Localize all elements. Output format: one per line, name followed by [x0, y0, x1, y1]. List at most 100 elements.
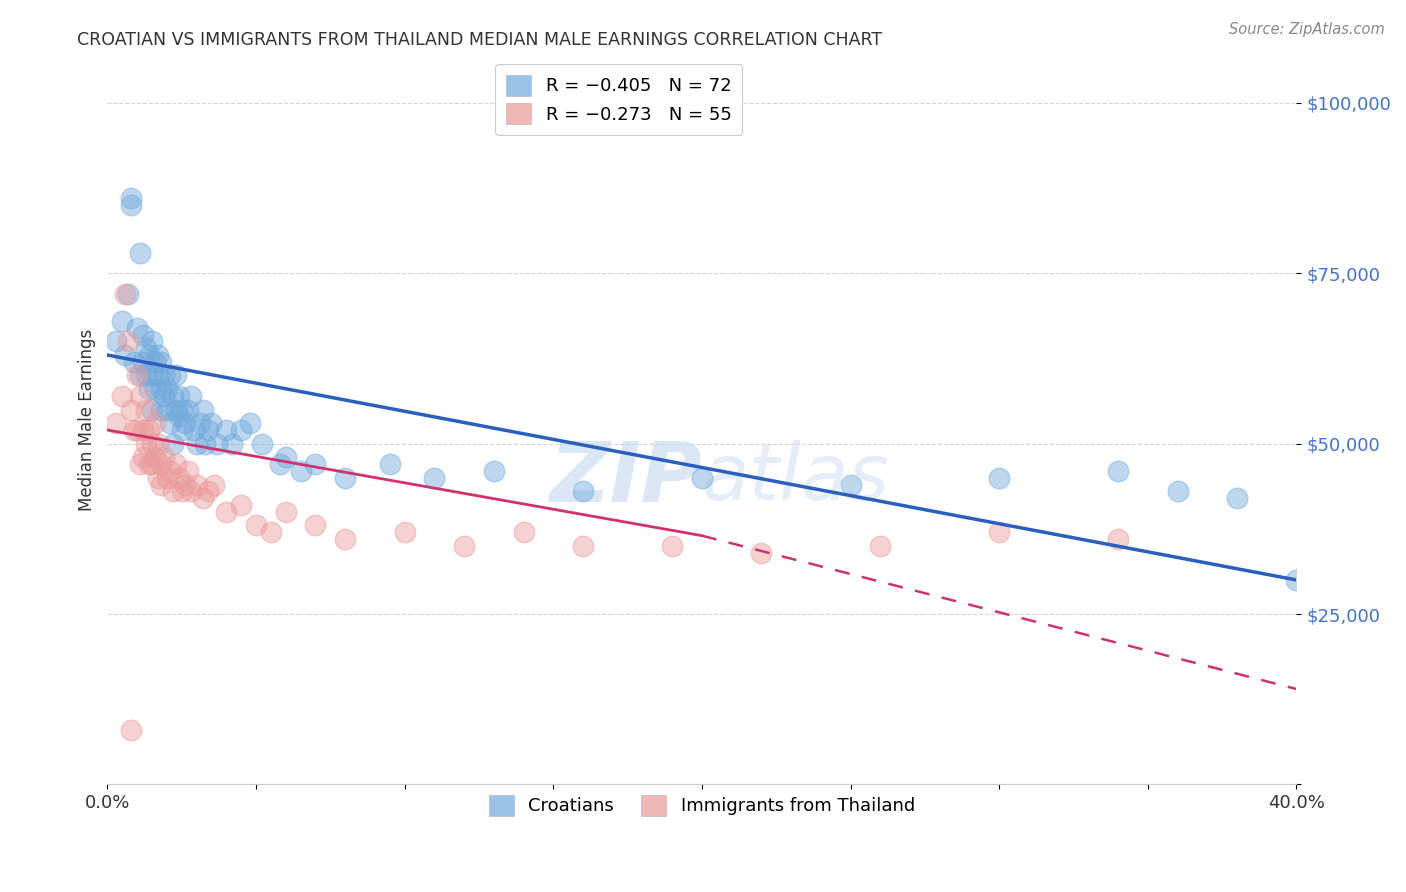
Point: [127, 423, 149, 437]
Point: [1226, 491, 1249, 505]
Point: [162, 484, 184, 499]
Point: [173, 477, 195, 491]
Point: [200, 416, 222, 430]
Point: [114, 348, 136, 362]
Point: [394, 525, 416, 540]
Point: [122, 355, 145, 369]
Point: [221, 436, 243, 450]
Point: [143, 382, 166, 396]
Point: [839, 477, 862, 491]
Point: [127, 368, 149, 383]
Point: [156, 382, 179, 396]
Point: [167, 409, 190, 424]
Point: [197, 484, 219, 499]
Point: [250, 436, 273, 450]
Point: [335, 532, 357, 546]
Point: [290, 464, 312, 478]
Point: [176, 464, 198, 478]
Point: [141, 334, 163, 349]
Point: [197, 423, 219, 437]
Point: [661, 539, 683, 553]
Point: [141, 436, 163, 450]
Point: [120, 198, 142, 212]
Point: [156, 402, 179, 417]
Point: [132, 327, 155, 342]
Point: [132, 450, 155, 465]
Point: [129, 368, 152, 383]
Point: [141, 457, 163, 471]
Point: [202, 477, 225, 491]
Point: [512, 525, 534, 540]
Point: [111, 389, 134, 403]
Point: [260, 525, 283, 540]
Point: [690, 471, 713, 485]
Point: [335, 471, 357, 485]
Point: [1166, 484, 1188, 499]
Point: [180, 389, 202, 403]
Point: [114, 286, 136, 301]
Point: [129, 245, 152, 260]
Point: [207, 436, 229, 450]
Point: [165, 457, 187, 471]
Point: [231, 498, 253, 512]
Point: [120, 723, 142, 737]
Point: [156, 471, 179, 485]
Point: [135, 436, 157, 450]
Point: [141, 368, 163, 383]
Point: [173, 416, 195, 430]
Text: ZIP: ZIP: [550, 438, 702, 518]
Point: [215, 423, 238, 437]
Point: [159, 416, 181, 430]
Point: [239, 416, 262, 430]
Point: [180, 484, 202, 499]
Point: [117, 286, 139, 301]
Point: [215, 505, 238, 519]
Point: [135, 368, 157, 383]
Point: [105, 334, 128, 349]
Point: [231, 423, 253, 437]
Point: [572, 539, 595, 553]
Point: [127, 320, 149, 334]
Point: [149, 477, 172, 491]
Point: [153, 389, 176, 403]
Point: [749, 546, 772, 560]
Point: [132, 423, 155, 437]
Point: [188, 416, 211, 430]
Point: [146, 368, 169, 383]
Point: [120, 191, 142, 205]
Point: [572, 484, 595, 499]
Point: [186, 436, 208, 450]
Point: [141, 402, 163, 417]
Point: [170, 484, 193, 499]
Point: [149, 457, 172, 471]
Point: [149, 382, 172, 396]
Point: [274, 505, 297, 519]
Point: [186, 477, 208, 491]
Point: [146, 436, 169, 450]
Point: [138, 423, 160, 437]
Point: [176, 402, 198, 417]
Point: [167, 389, 190, 403]
Text: CROATIAN VS IMMIGRANTS FROM THAILAND MEDIAN MALE EARNINGS CORRELATION CHART: CROATIAN VS IMMIGRANTS FROM THAILAND MED…: [77, 31, 883, 49]
Point: [135, 341, 157, 355]
Point: [869, 539, 891, 553]
Point: [135, 402, 157, 417]
Point: [170, 423, 193, 437]
Point: [143, 355, 166, 369]
Y-axis label: Median Male Earnings: Median Male Earnings: [79, 328, 96, 511]
Point: [129, 389, 152, 403]
Point: [153, 368, 176, 383]
Point: [146, 471, 169, 485]
Point: [378, 457, 401, 471]
Point: [274, 450, 297, 465]
Point: [162, 436, 184, 450]
Point: [988, 525, 1011, 540]
Point: [143, 416, 166, 430]
Point: [162, 389, 184, 403]
Point: [129, 457, 152, 471]
Point: [143, 450, 166, 465]
Text: atlas: atlas: [702, 440, 890, 516]
Point: [165, 368, 187, 383]
Point: [153, 450, 176, 465]
Point: [482, 464, 505, 478]
